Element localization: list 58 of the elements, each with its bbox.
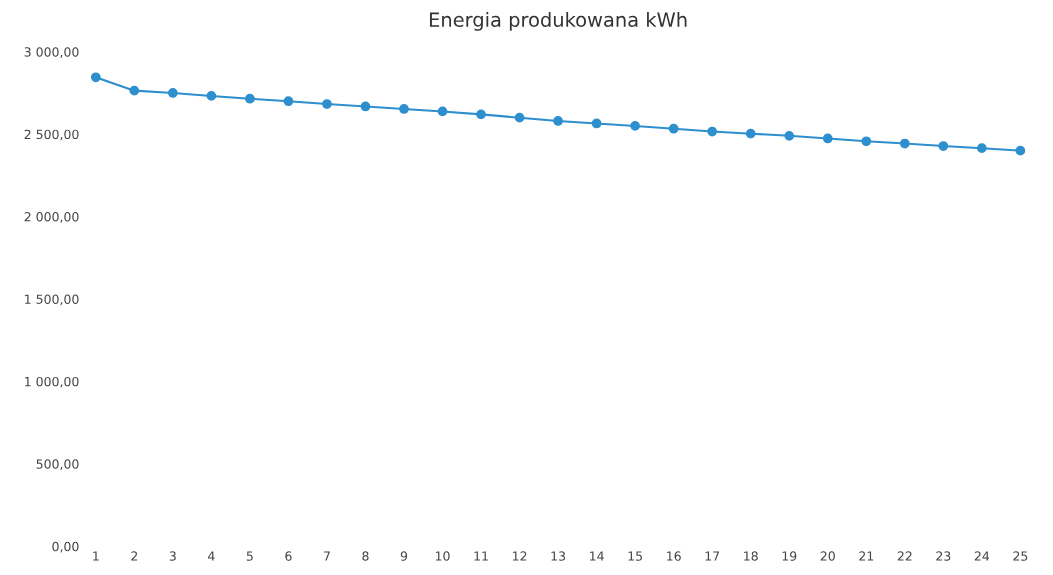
point — [167, 88, 178, 98]
x-tick-label: 3 — [169, 551, 176, 561]
y-tick-label: 3 000,00 — [24, 47, 79, 58]
x-tick-label: 1 — [93, 551, 99, 561]
point — [861, 136, 872, 147]
point — [437, 106, 448, 117]
point — [129, 85, 140, 96]
point — [283, 96, 294, 107]
point — [360, 101, 371, 112]
x-tick-label: 4 — [208, 551, 215, 561]
x-tick-label: 11 — [474, 551, 488, 561]
point — [745, 128, 756, 139]
point — [514, 112, 525, 123]
x-tick-label: 14 — [590, 551, 604, 561]
y-tick-label: 2 500,00 — [24, 129, 79, 141]
x-tick-label: 16 — [667, 551, 681, 561]
point — [976, 143, 987, 154]
point — [322, 99, 332, 109]
point — [707, 126, 718, 137]
x-tick-label: 8 — [362, 551, 369, 561]
x-tick-label: 7 — [323, 551, 330, 561]
x-tick-label: 20 — [820, 551, 835, 561]
point — [822, 133, 833, 144]
x-tick-label: 25 — [1013, 551, 1028, 561]
x-tick-label: 21 — [859, 551, 874, 561]
x-tick-label: 17 — [705, 551, 720, 561]
x-tick-label: 12 — [512, 551, 527, 561]
x-tick-label: 6 — [285, 551, 292, 561]
point — [630, 121, 641, 131]
y-tick-label: 1 500,00 — [25, 294, 79, 306]
y-tick-label: 2 000,00 — [24, 212, 79, 223]
x-tick-label: 9 — [400, 551, 408, 561]
point — [591, 118, 602, 129]
x-tick-label: 22 — [897, 551, 912, 561]
x-tick-label: 10 — [435, 551, 450, 561]
y-tick-label: 500,00 — [36, 459, 79, 471]
point — [938, 141, 949, 151]
point — [1015, 145, 1026, 156]
y-tick-label: 1 000,00 — [25, 376, 79, 388]
x-tick-label: 13 — [551, 551, 566, 561]
point — [206, 91, 217, 101]
x-tick-label: 18 — [744, 551, 758, 561]
y-tick-label: 0,00 — [52, 541, 79, 553]
x-tick-label: 24 — [974, 551, 990, 561]
point — [553, 116, 563, 126]
point — [245, 93, 255, 104]
point — [90, 72, 101, 83]
chart-title: Energia produkowana kWh — [429, 11, 687, 31]
x-tick-label: 19 — [782, 551, 797, 561]
x-tick-label: 2 — [131, 551, 138, 561]
x-tick-label: 5 — [246, 551, 253, 561]
x-tick-label: 23 — [936, 551, 951, 561]
point — [668, 123, 679, 134]
point — [476, 109, 486, 120]
point — [784, 130, 795, 141]
point — [399, 104, 409, 114]
x-tick-label: 15 — [628, 551, 642, 561]
point — [899, 138, 910, 149]
